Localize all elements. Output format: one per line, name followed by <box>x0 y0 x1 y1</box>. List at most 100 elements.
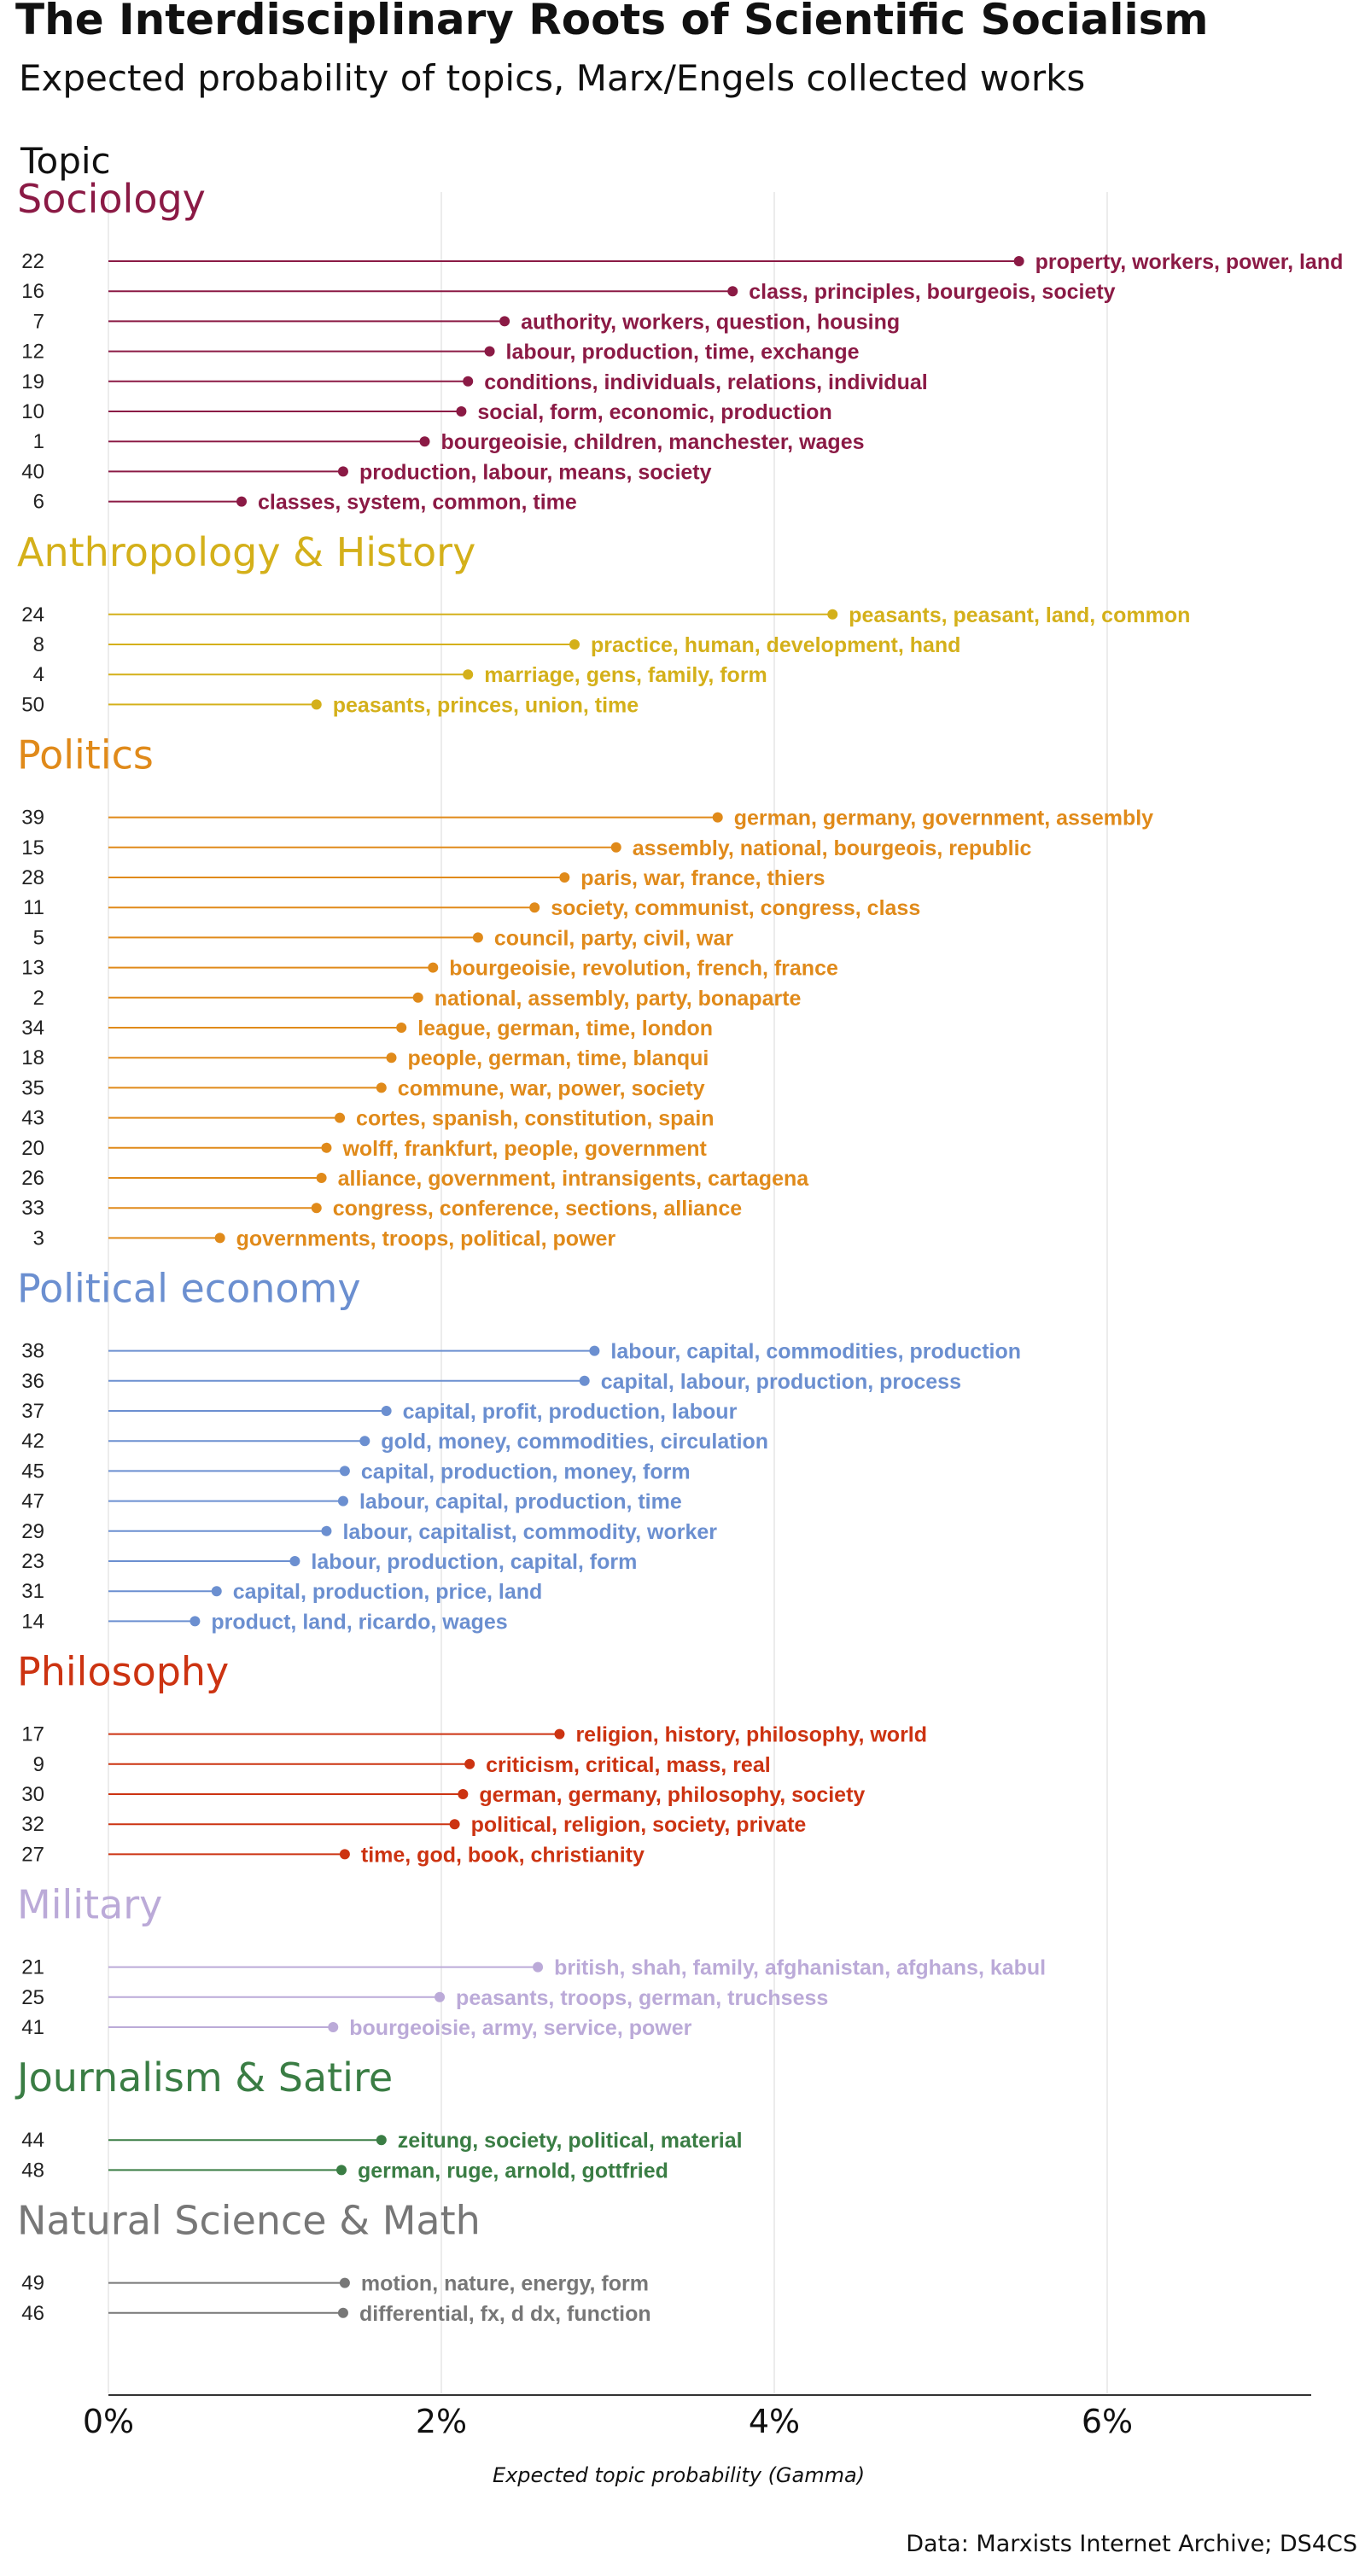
topic-row: 1 bourgeoisie, children, manchester, wage… <box>33 430 865 454</box>
topic-row: 3 governments, troops, political, power <box>33 1227 616 1250</box>
topic-label: council, party, civil, war <box>494 926 733 950</box>
topic-id: 9 <box>33 1753 44 1776</box>
topic-label: peasants, troops, german, truchsess <box>456 1986 828 2010</box>
topic-id: 40 <box>21 460 44 483</box>
lollipop-point <box>529 902 540 913</box>
topic-id: 45 <box>21 1460 44 1483</box>
topic-id: 44 <box>21 2129 44 2152</box>
topic-label: commune, war, power, society <box>398 1076 705 1100</box>
topic-label: society, communist, congress, class <box>551 896 920 920</box>
topic-group: Political economy 38 labour, capital, comm… <box>17 1266 1021 1635</box>
topic-row: 33 congress, conference, sections, allian… <box>21 1197 742 1221</box>
topic-label: capital, production, price, land <box>233 1580 543 1604</box>
topic-label: labour, production, capital, form <box>311 1550 637 1574</box>
topic-row: 43 cortes, spanish, constitution, spain <box>21 1107 714 1131</box>
topic-label: production, labour, means, society <box>359 460 712 484</box>
topic-row: 38 labour, capital, commodities, producti… <box>21 1340 1021 1364</box>
topic-id: 43 <box>21 1107 44 1130</box>
topic-group: Politics 39 german, germany, government, a… <box>17 732 1153 1251</box>
topic-row: 50 peasants, princes, union, time <box>21 693 639 717</box>
topic-label: paris, war, france, thiers <box>580 866 825 890</box>
topic-id: 13 <box>21 957 44 980</box>
topic-row: 23 labour, production, capital, form <box>21 1550 637 1574</box>
group-label: Military <box>17 1882 162 1928</box>
lollipop-point <box>339 2277 350 2288</box>
lollipop-point <box>328 2022 339 2032</box>
topic-row: 8 practice, human, development, hand <box>33 633 961 657</box>
topic-group: Journalism & Satire 44 zeitung, society, p… <box>15 2054 743 2183</box>
topic-row: 45 capital, production, money, form <box>21 1460 690 1483</box>
topic-label: capital, production, money, form <box>361 1460 691 1483</box>
topic-row: 37 capital, profit, production, labour <box>21 1400 737 1424</box>
lollipop-point <box>463 669 474 680</box>
topic-groups: Sociology 22 property, workers, power, lan… <box>15 176 1343 2326</box>
topic-row: 49 motion, nature, energy, form <box>21 2272 649 2296</box>
lollipop-point <box>499 316 510 327</box>
topic-label: authority, workers, question, housing <box>521 310 900 334</box>
topic-id: 25 <box>21 1986 44 2009</box>
topic-label: property, workers, power, land <box>1035 250 1344 274</box>
topic-row: 46 differential, fx, d dx, function <box>21 2302 650 2326</box>
topic-id: 47 <box>21 1490 44 1513</box>
lollipop-point <box>396 1023 407 1033</box>
topic-id: 26 <box>21 1167 44 1190</box>
topic-group: Anthropology & History 24 peasants, peasan… <box>17 529 1190 718</box>
group-label: Journalism & Satire <box>15 2054 393 2101</box>
topic-row: 47 labour, capital, production, time <box>21 1490 682 1514</box>
legend-title: Topic <box>20 140 111 182</box>
topic-label: bourgeoisie, children, manchester, wages <box>441 430 865 454</box>
lollipop-point <box>412 992 423 1003</box>
lollipop-point <box>337 2307 348 2318</box>
lollipop-point <box>316 1173 327 1183</box>
lollipop-point <box>190 1616 201 1627</box>
topic-label: zeitung, society, political, material <box>398 2129 743 2153</box>
lollipop-point <box>339 1849 350 1860</box>
topic-id: 41 <box>21 2016 44 2039</box>
topic-row: 24 peasants, peasant, land, common <box>21 603 1190 627</box>
topic-row: 6 classes, system, common, time <box>33 491 577 515</box>
topic-row: 39 german, germany, government, assembly <box>21 807 1153 830</box>
topic-row: 29 labour, capitalist, commodity, worker <box>21 1520 717 1544</box>
topic-id: 3 <box>33 1227 44 1250</box>
group-label: Politics <box>17 732 154 778</box>
topic-label: cortes, spanish, constitution, spain <box>356 1107 715 1131</box>
topic-id: 16 <box>21 280 44 303</box>
topic-id: 20 <box>21 1137 44 1160</box>
topic-row: 42 gold, money, commodities, circulation <box>21 1430 768 1454</box>
x-tick-label: 0% <box>83 2403 134 2440</box>
topic-label: motion, nature, energy, form <box>361 2272 649 2296</box>
group-label: Philosophy <box>17 1649 229 1695</box>
topic-id: 27 <box>21 1843 44 1866</box>
lollipop-point <box>484 346 495 357</box>
topic-id: 36 <box>21 1370 44 1393</box>
topic-row: 7 authority, workers, question, housing <box>33 310 900 334</box>
topic-row: 48 german, ruge, arnold, gottfried <box>21 2159 668 2183</box>
lollipop-point <box>1013 256 1024 266</box>
topic-id: 7 <box>33 310 44 333</box>
topic-id: 46 <box>21 2302 44 2325</box>
topic-id: 17 <box>21 1723 44 1746</box>
topic-label: bourgeoisie, army, service, power <box>349 2016 691 2040</box>
topic-id: 32 <box>21 1813 44 1836</box>
topic-label: german, germany, philosophy, society <box>479 1783 865 1807</box>
topic-row: 35 commune, war, power, society <box>21 1076 704 1100</box>
lollipop-point <box>376 2135 387 2146</box>
topic-label: alliance, government, intransigents, car… <box>338 1167 810 1191</box>
lollipop-point <box>335 1112 346 1123</box>
topic-row: 13 bourgeoisie, revolution, french, franc… <box>21 957 838 981</box>
group-label: Natural Science & Math <box>17 2198 481 2244</box>
topic-label: labour, capital, production, time <box>359 1490 682 1514</box>
topic-label: social, form, economic, production <box>477 400 831 424</box>
topic-label: british, shah, family, afghanistan, afgh… <box>554 1956 1046 1980</box>
lollipop-point <box>464 1758 475 1769</box>
lollipop-point <box>559 872 570 883</box>
lollipop-point <box>337 1495 348 1507</box>
data-source-caption: Data: Marxists Internet Archive; DS4CS <box>906 2531 1357 2557</box>
topic-label: labour, capital, commodities, production <box>610 1340 1021 1364</box>
lollipop-point <box>321 1142 332 1153</box>
topic-row: 44 zeitung, society, political, material <box>21 2129 742 2153</box>
topic-label: class, principles, bourgeois, society <box>749 280 1115 304</box>
chart-subtitle: Expected probability of topics, Marx/Eng… <box>19 57 1085 99</box>
topic-id: 18 <box>21 1046 44 1069</box>
